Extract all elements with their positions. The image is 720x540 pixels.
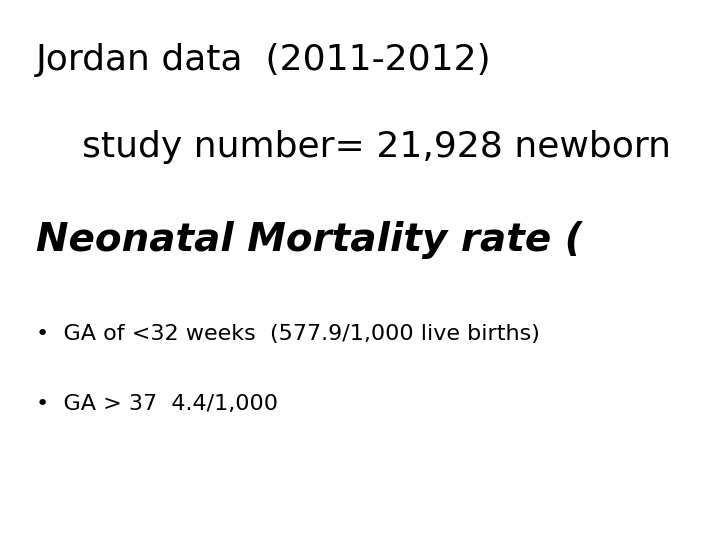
Text: •  GA > 37  4.4/1,000: • GA > 37 4.4/1,000	[36, 394, 278, 414]
Text: study number= 21,928 newborn: study number= 21,928 newborn	[36, 130, 671, 164]
Text: •  GA of <32 weeks  (577.9/1,000 live births): • GA of <32 weeks (577.9/1,000 live birt…	[36, 324, 540, 344]
Text: Jordan data  (2011-2012): Jordan data (2011-2012)	[36, 43, 492, 77]
Text: Neonatal Mortality rate (: Neonatal Mortality rate (	[36, 221, 582, 259]
